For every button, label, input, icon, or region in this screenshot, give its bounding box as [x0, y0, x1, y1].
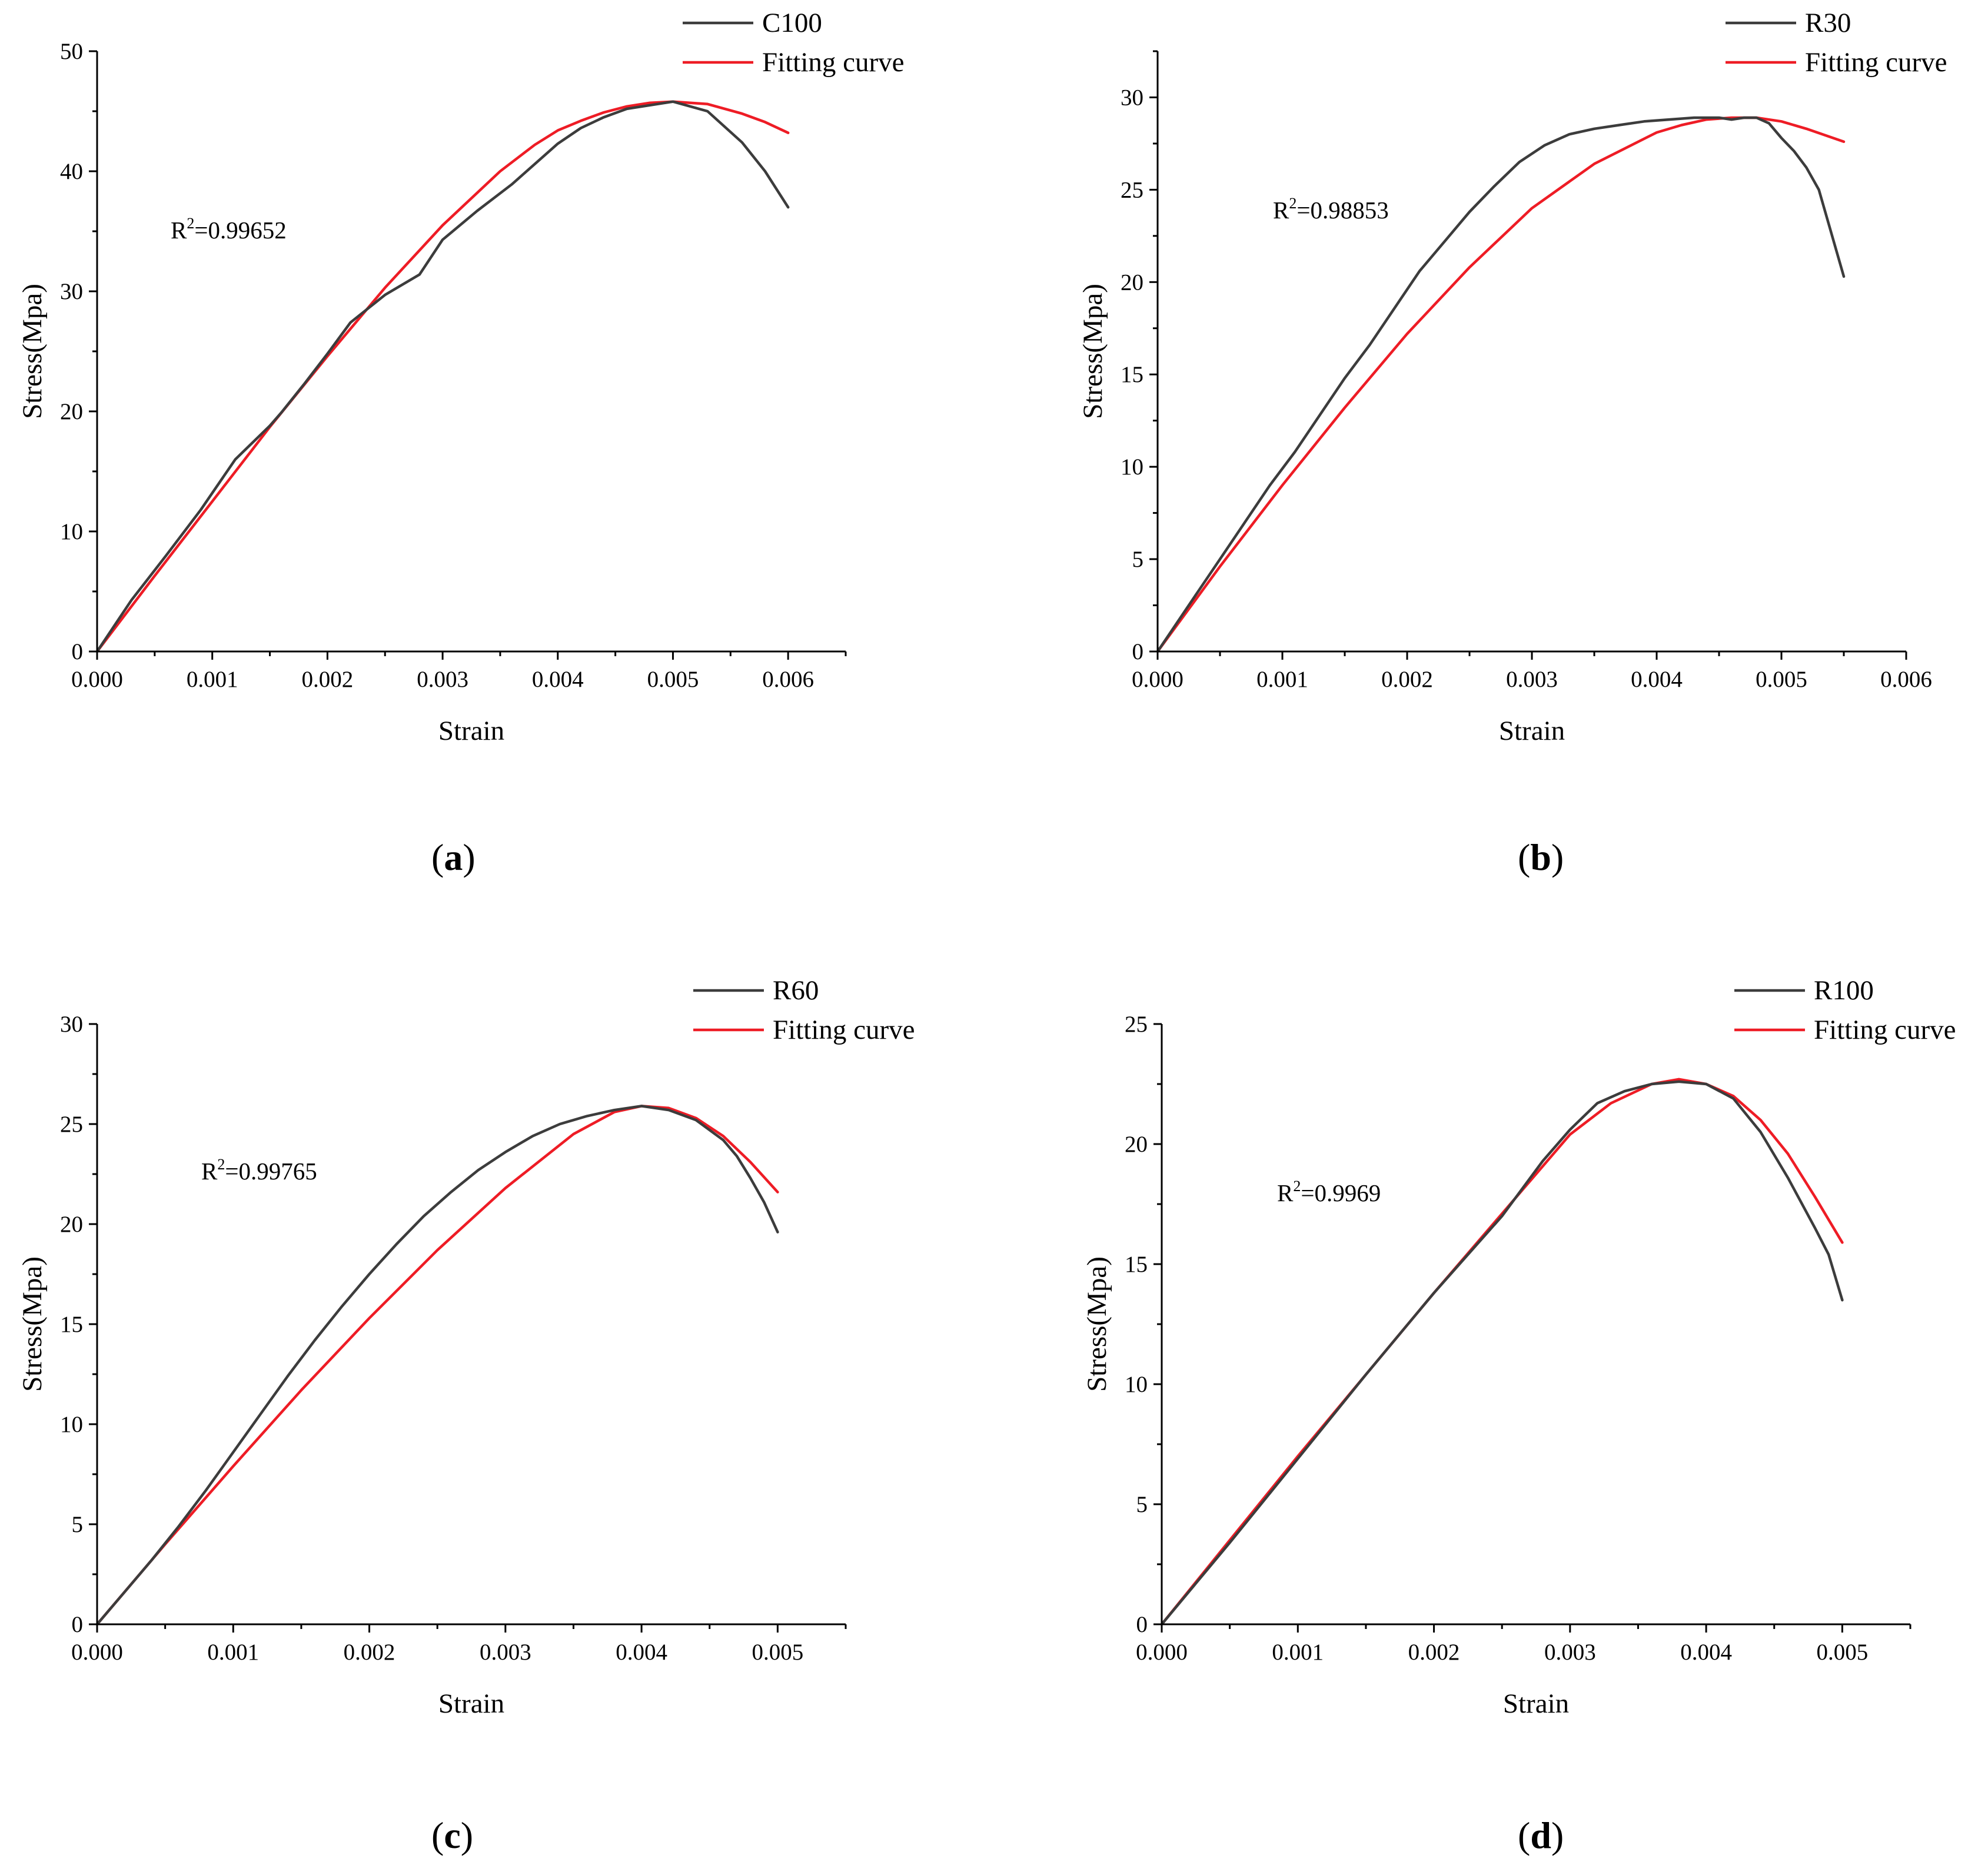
- x-tick-label: 0.000: [71, 1640, 123, 1665]
- y-tick-label: 30: [1121, 85, 1143, 110]
- r-squared-annotation: R2=0.99765: [201, 1156, 317, 1185]
- y-tick-label: 30: [60, 1012, 83, 1037]
- y-tick-label: 40: [60, 159, 83, 184]
- y-axis-title: Stress(Mpa): [1082, 1256, 1112, 1392]
- y-tick-label: 15: [1121, 362, 1143, 387]
- x-tick-label: 0.004: [616, 1640, 667, 1665]
- x-tick-label: 0.003: [1506, 667, 1558, 692]
- x-tick-label: 0.005: [1756, 667, 1807, 692]
- y-axis-title: Stress(Mpa): [17, 284, 48, 419]
- x-tick-label: 0.002: [344, 1640, 395, 1665]
- y-tick-label: 5: [72, 1512, 84, 1537]
- x-tick-label: 0.000: [1136, 1640, 1188, 1665]
- x-tick-label: 0.004: [1680, 1640, 1732, 1665]
- panel-caption: (b): [1518, 836, 1564, 878]
- series-measured-line: [95, 1105, 779, 1626]
- y-tick-label: 0: [72, 1612, 84, 1637]
- x-tick-label: 0.005: [647, 667, 699, 692]
- x-tick-label: 0.002: [302, 667, 354, 692]
- r-squared-annotation: R2=0.99652: [171, 215, 287, 244]
- series-measured-line: [1160, 1080, 1844, 1626]
- legend-label: Fitting curve: [1814, 1015, 1956, 1045]
- y-tick-label: 15: [1125, 1252, 1148, 1277]
- panel-d: 0.000 0.001 0.002 0.003 0.004 0.005 0 5 10 15 20 25…: [1082, 975, 1956, 1856]
- legend-label: R100: [1814, 975, 1874, 1006]
- x-tick-label: 0.001: [1272, 1640, 1324, 1665]
- x-tick-label: 0.006: [1880, 667, 1932, 692]
- x-axis-title: Strain: [1503, 1688, 1569, 1719]
- x-tick-label: 0.000: [1132, 667, 1184, 692]
- y-tick-label: 25: [1121, 177, 1143, 202]
- legend-label: Fitting curve: [773, 1015, 915, 1045]
- legend-label: R30: [1805, 8, 1851, 38]
- x-tick-label: 0.006: [762, 667, 814, 692]
- y-tick-label: 0: [1132, 639, 1144, 664]
- y-tick-label: 5: [1132, 547, 1144, 572]
- legend-label: C100: [762, 8, 822, 38]
- legend-label: Fitting curve: [1805, 47, 1947, 78]
- y-axis-title: Stress(Mpa): [17, 1256, 48, 1392]
- y-tick-label: 10: [1125, 1372, 1148, 1397]
- x-tick-label: 0.003: [480, 1640, 531, 1665]
- y-tick-label: 20: [60, 399, 83, 424]
- panel-caption: (c): [431, 1814, 473, 1856]
- x-axis-title: Strain: [1499, 716, 1565, 746]
- y-tick-label: 25: [1125, 1012, 1148, 1037]
- x-tick-label: 0.004: [532, 667, 584, 692]
- x-tick-label: 0.001: [207, 1640, 259, 1665]
- y-tick-label: 10: [60, 1412, 83, 1437]
- series-measured-line: [1156, 116, 1846, 653]
- y-tick-label: 0: [1136, 1612, 1148, 1637]
- y-tick-label: 30: [60, 279, 83, 304]
- x-axis-title: Strain: [438, 716, 504, 746]
- y-tick-label: 15: [60, 1312, 83, 1337]
- panel-caption: (d): [1518, 1814, 1564, 1856]
- y-tick-label: 20: [1121, 270, 1143, 295]
- x-axis-title: Strain: [438, 1688, 504, 1719]
- r-squared-annotation: R2=0.98853: [1273, 195, 1389, 224]
- x-tick-label: 0.000: [71, 667, 123, 692]
- y-tick-label: 25: [60, 1112, 83, 1137]
- y-tick-label: 20: [1125, 1132, 1148, 1157]
- y-tick-label: 10: [1121, 454, 1143, 480]
- x-tick-label: 0.003: [417, 667, 468, 692]
- legend-label: Fitting curve: [762, 47, 905, 78]
- r-squared-annotation: R2=0.9969: [1277, 1178, 1381, 1206]
- y-tick-label: 0: [72, 639, 84, 664]
- series-fitting-line: [95, 1105, 779, 1626]
- panel-a: 0.000 0.001 0.002 0.003 0.004 0.005 0.006 0 10 20…: [17, 8, 905, 878]
- x-tick-label: 0.003: [1544, 1640, 1596, 1665]
- panel-b: 0.000 0.001 0.002 0.003 0.004 0.005 0.006 0 5 10 1…: [1078, 8, 1947, 878]
- x-tick-label: 0.002: [1408, 1640, 1460, 1665]
- legend-label: R60: [773, 975, 819, 1006]
- x-tick-label: 0.001: [1256, 667, 1308, 692]
- x-tick-label: 0.005: [1816, 1640, 1868, 1665]
- y-tick-label: 10: [60, 519, 83, 544]
- x-tick-label: 0.001: [187, 667, 238, 692]
- y-axis-title: Stress(Mpa): [1078, 284, 1108, 419]
- x-tick-label: 0.002: [1381, 667, 1433, 692]
- series-measured-line: [95, 100, 790, 653]
- x-tick-label: 0.004: [1631, 667, 1683, 692]
- panel-c: 0.000 0.001 0.002 0.003 0.004 0.005 0 5 10 15 20 25…: [17, 975, 915, 1856]
- x-tick-label: 0.005: [752, 1640, 803, 1665]
- panel-caption: (a): [431, 836, 476, 878]
- y-tick-label: 50: [60, 39, 83, 64]
- series-fitting-line: [1156, 116, 1846, 653]
- y-tick-label: 20: [60, 1212, 83, 1237]
- y-tick-label: 5: [1136, 1492, 1148, 1517]
